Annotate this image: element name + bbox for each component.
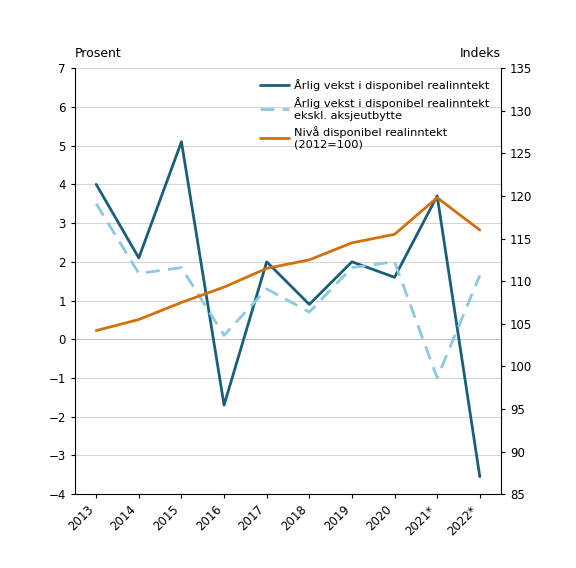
Text: Prosent: Prosent: [75, 47, 122, 60]
Legend: Årlig vekst i disponibel realinntekt, Årlig vekst i disponibel realinntekt
ekskl: Årlig vekst i disponibel realinntekt, År…: [255, 74, 495, 156]
Text: Indeks: Indeks: [460, 47, 501, 60]
